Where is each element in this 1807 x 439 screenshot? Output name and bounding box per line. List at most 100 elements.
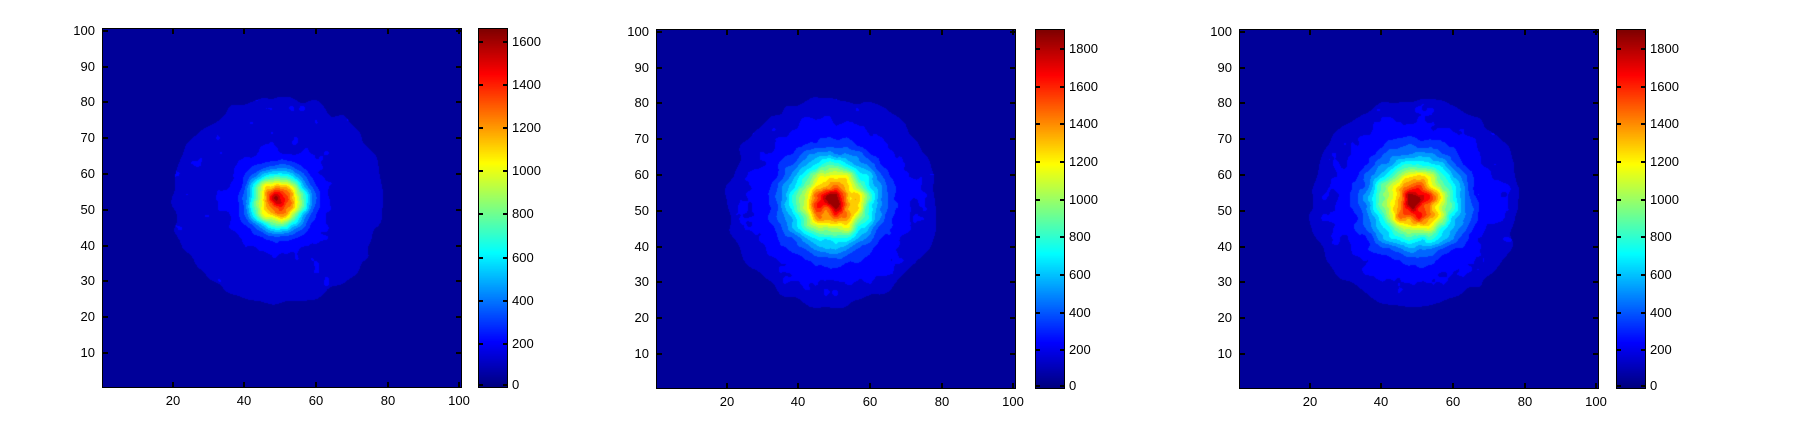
x-tick-bottom bbox=[1452, 383, 1454, 388]
y-tick-label-90: 90 bbox=[1217, 60, 1232, 75]
x-tick-bottom bbox=[941, 383, 943, 388]
colorbar-2 bbox=[1035, 29, 1065, 389]
y-tick-right bbox=[1593, 102, 1598, 104]
x-tick-top bbox=[1452, 30, 1454, 35]
colorbar-tick-label-1600: 1600 bbox=[512, 34, 541, 49]
y-tick-right bbox=[1593, 174, 1598, 176]
cbar-tick-right bbox=[503, 170, 507, 172]
colorbar-tick-label-0: 0 bbox=[512, 377, 520, 392]
y-tick-left bbox=[1240, 67, 1245, 69]
y-tick-right bbox=[456, 101, 461, 103]
x-tick-bottom bbox=[387, 382, 389, 387]
y-tick-right bbox=[1593, 281, 1598, 283]
x-tick-bottom bbox=[869, 383, 871, 388]
y-tick-left bbox=[103, 173, 108, 175]
y-tick-label-70: 70 bbox=[1217, 131, 1232, 146]
cbar-tick-left bbox=[479, 257, 483, 259]
x-tick-bottom bbox=[172, 382, 174, 387]
x-tick-label-20: 20 bbox=[165, 393, 181, 408]
y-tick-left bbox=[103, 209, 108, 211]
x-tick-label-40: 40 bbox=[790, 394, 806, 409]
x-tick-top bbox=[941, 30, 943, 35]
y-tick-right bbox=[1010, 31, 1015, 33]
cbar-tick-right bbox=[1060, 86, 1064, 88]
y-tick-label-50: 50 bbox=[634, 203, 649, 218]
y-tick-label-20: 20 bbox=[1217, 310, 1232, 325]
y-tick-right bbox=[456, 280, 461, 282]
cbar-tick-right bbox=[1641, 123, 1645, 125]
cbar-tick-right bbox=[1641, 312, 1645, 314]
cbar-tick-right bbox=[503, 384, 507, 386]
colorbar-3 bbox=[1616, 29, 1646, 389]
y-tick-right bbox=[1010, 353, 1015, 355]
cbar-tick-left bbox=[1036, 349, 1040, 351]
cbar-tick-left bbox=[1036, 161, 1040, 163]
colorbar-tick-label-600: 600 bbox=[512, 250, 534, 265]
y-tick-left bbox=[103, 30, 108, 32]
colorbar-tick-label-400: 400 bbox=[1650, 305, 1672, 320]
cbar-tick-left bbox=[1036, 236, 1040, 238]
y-tick-right bbox=[1010, 174, 1015, 176]
cbar-tick-right bbox=[1060, 199, 1064, 201]
y-tick-label-90: 90 bbox=[80, 59, 95, 74]
colorbar-tick-label-400: 400 bbox=[512, 293, 534, 308]
heatmap-canvas-3 bbox=[1240, 30, 1598, 388]
y-tick-label-20: 20 bbox=[634, 310, 649, 325]
colorbar-tick-label-1200: 1200 bbox=[1650, 154, 1679, 169]
colorbar-tick-label-1000: 1000 bbox=[512, 163, 541, 178]
cbar-tick-left bbox=[479, 127, 483, 129]
x-tick-label-20: 20 bbox=[719, 394, 735, 409]
x-tick-label-80: 80 bbox=[380, 393, 396, 408]
colorbar-tick-label-1600: 1600 bbox=[1069, 79, 1098, 94]
cbar-tick-left bbox=[1617, 274, 1621, 276]
y-tick-left bbox=[657, 353, 662, 355]
cbar-tick-left bbox=[1036, 385, 1040, 387]
y-tick-left bbox=[103, 280, 108, 282]
colorbar-tick-label-1000: 1000 bbox=[1069, 192, 1098, 207]
x-tick-bottom bbox=[1309, 383, 1311, 388]
y-tick-left bbox=[1240, 353, 1245, 355]
y-tick-right bbox=[1593, 67, 1598, 69]
y-tick-label-30: 30 bbox=[634, 274, 649, 289]
colorbar-tick-label-1800: 1800 bbox=[1069, 41, 1098, 56]
y-tick-left bbox=[1240, 138, 1245, 140]
y-tick-right bbox=[456, 352, 461, 354]
x-tick-bottom bbox=[1012, 383, 1014, 388]
x-tick-bottom bbox=[1380, 383, 1382, 388]
colorbar-gradient-1 bbox=[479, 29, 507, 387]
y-tick-right bbox=[1010, 317, 1015, 319]
y-tick-left bbox=[657, 210, 662, 212]
y-tick-right bbox=[1593, 317, 1598, 319]
cbar-tick-right bbox=[503, 300, 507, 302]
y-tick-label-80: 80 bbox=[634, 95, 649, 110]
x-tick-label-60: 60 bbox=[308, 393, 324, 408]
cbar-tick-left bbox=[1617, 48, 1621, 50]
colorbar-tick-label-800: 800 bbox=[1650, 229, 1672, 244]
y-tick-left bbox=[1240, 281, 1245, 283]
y-tick-left bbox=[103, 101, 108, 103]
cbar-tick-right bbox=[1060, 123, 1064, 125]
cbar-tick-left bbox=[1036, 274, 1040, 276]
x-tick-top bbox=[869, 30, 871, 35]
y-tick-left bbox=[103, 316, 108, 318]
cbar-tick-right bbox=[1641, 274, 1645, 276]
cbar-tick-right bbox=[1060, 274, 1064, 276]
y-tick-right bbox=[1593, 353, 1598, 355]
y-tick-left bbox=[1240, 246, 1245, 248]
colorbar-tick-label-1400: 1400 bbox=[1650, 116, 1679, 131]
colorbar-tick-label-200: 200 bbox=[1650, 342, 1672, 357]
y-tick-right bbox=[1010, 102, 1015, 104]
cbar-tick-left bbox=[1036, 48, 1040, 50]
y-tick-right bbox=[456, 209, 461, 211]
x-tick-label-20: 20 bbox=[1302, 394, 1318, 409]
cbar-tick-right bbox=[503, 41, 507, 43]
cbar-tick-left bbox=[479, 343, 483, 345]
colorbar-tick-label-1200: 1200 bbox=[1069, 154, 1098, 169]
cbar-tick-left bbox=[479, 213, 483, 215]
y-tick-left bbox=[103, 352, 108, 354]
y-tick-right bbox=[456, 66, 461, 68]
cbar-tick-right bbox=[503, 343, 507, 345]
y-tick-left bbox=[657, 174, 662, 176]
y-tick-right bbox=[456, 30, 461, 32]
